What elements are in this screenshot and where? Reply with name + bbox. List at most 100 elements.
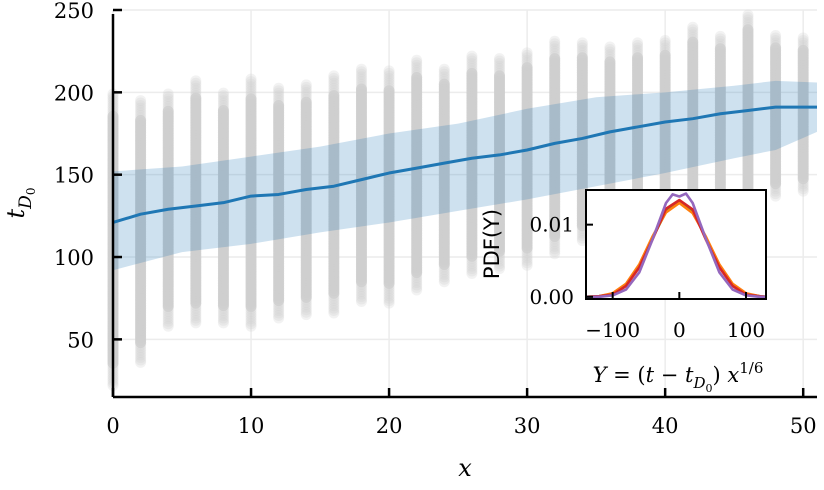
scatter-column-6 [273,82,285,324]
scatter-point [742,11,754,23]
scatter-point [714,35,726,47]
scatter-point [135,107,147,119]
scatter-point [383,72,395,84]
scatter-point [549,40,561,52]
scatter-point [770,39,782,51]
scatter-point [438,76,450,88]
scatter-column-9 [355,63,367,307]
y-tick-label: 200 [54,81,94,105]
scatter-point [245,93,257,105]
scatter-point [273,87,285,99]
scatter-point [383,82,395,94]
x-tick-label: 10 [238,414,265,438]
scatter-point [411,279,423,291]
scatter-point [135,97,147,109]
scatter-point [190,312,202,324]
svg-text:Y = (t − tD0) x1/6: Y = (t − tD0) x1/6 [593,359,764,395]
scatter-point [355,295,367,307]
scatter-point [190,92,202,104]
scatter-point [383,67,395,79]
scatter-point [466,263,478,275]
scatter-point [438,63,450,75]
scatter-point [383,77,395,89]
scatter-point [742,24,754,36]
scatter-point [300,301,312,313]
scatter-point [355,83,367,95]
scatter-point [521,52,533,64]
scatter-point [355,286,367,298]
inset-x-tick-label: 100 [727,318,765,342]
scatter-point [466,260,478,272]
x-axis-title: x [458,454,472,482]
scatter-point [521,54,533,66]
scatter-point [770,34,782,46]
scatter-point [328,70,340,82]
scatter-point [245,73,257,85]
scatter-point [162,100,174,112]
scatter-point [383,295,395,307]
scatter-point [494,65,506,77]
scatter-point [549,245,561,257]
inset-x-tick-label: −100 [585,318,640,342]
scatter-point [549,35,561,47]
scatter-point [576,39,588,51]
scatter-point [659,37,671,49]
scatter-point [355,293,367,305]
scatter-point [466,55,478,67]
scatter-point [714,43,726,55]
scatter-point [770,37,782,49]
scatter-point [576,44,588,56]
scatter-point [411,72,423,84]
scatter-point [245,320,257,332]
scatter-point [687,26,699,38]
x-tick-label: 0 [106,414,119,438]
scatter-point [217,102,229,114]
scatter-point [521,47,533,59]
scatter-point [604,46,616,58]
scatter-point [300,81,312,93]
scatter-point [273,97,285,109]
scatter-point [687,29,699,41]
scatter-point [797,32,809,44]
scatter-point [273,95,285,107]
scatter-point [245,78,257,90]
scatter-point [328,300,340,312]
scatter-point [245,88,257,100]
scatter-point [659,42,671,54]
scatter-point [742,19,754,31]
scatter-point [659,34,671,46]
scatter-point [328,75,340,87]
svg-text:tD0: tD0 [2,188,38,219]
mean-line-path [112,105,817,224]
scatter-point [632,42,644,54]
scatter-point [162,315,174,327]
scatter-point [549,240,561,252]
inset-y-tick-label: 0.00 [529,285,574,309]
scatter-column-7 [300,79,312,321]
scatter-point [521,254,533,266]
scatter-point [632,52,644,64]
scatter-point [714,30,726,42]
scatter-point [245,83,257,95]
scatter-column-17 [576,37,588,247]
y-tick-label: 50 [67,328,94,352]
confidence-band [113,80,817,271]
scatter-point [300,304,312,316]
scatter-point [135,356,147,368]
scatter-point [521,59,533,71]
scatter-point [494,255,506,267]
scatter-point [135,112,147,124]
scatter-point [355,291,367,303]
scatter-point [383,70,395,82]
scatter-point [549,45,561,57]
scatter-point [438,276,450,288]
scatter-point [770,190,782,202]
scatter-point [549,248,561,260]
scatter-point [659,49,671,61]
scatter-point [797,183,809,195]
scatter-point [273,307,285,319]
scatter-column-21 [687,21,699,219]
scatter-point [162,313,174,325]
scatter-point [273,82,285,94]
